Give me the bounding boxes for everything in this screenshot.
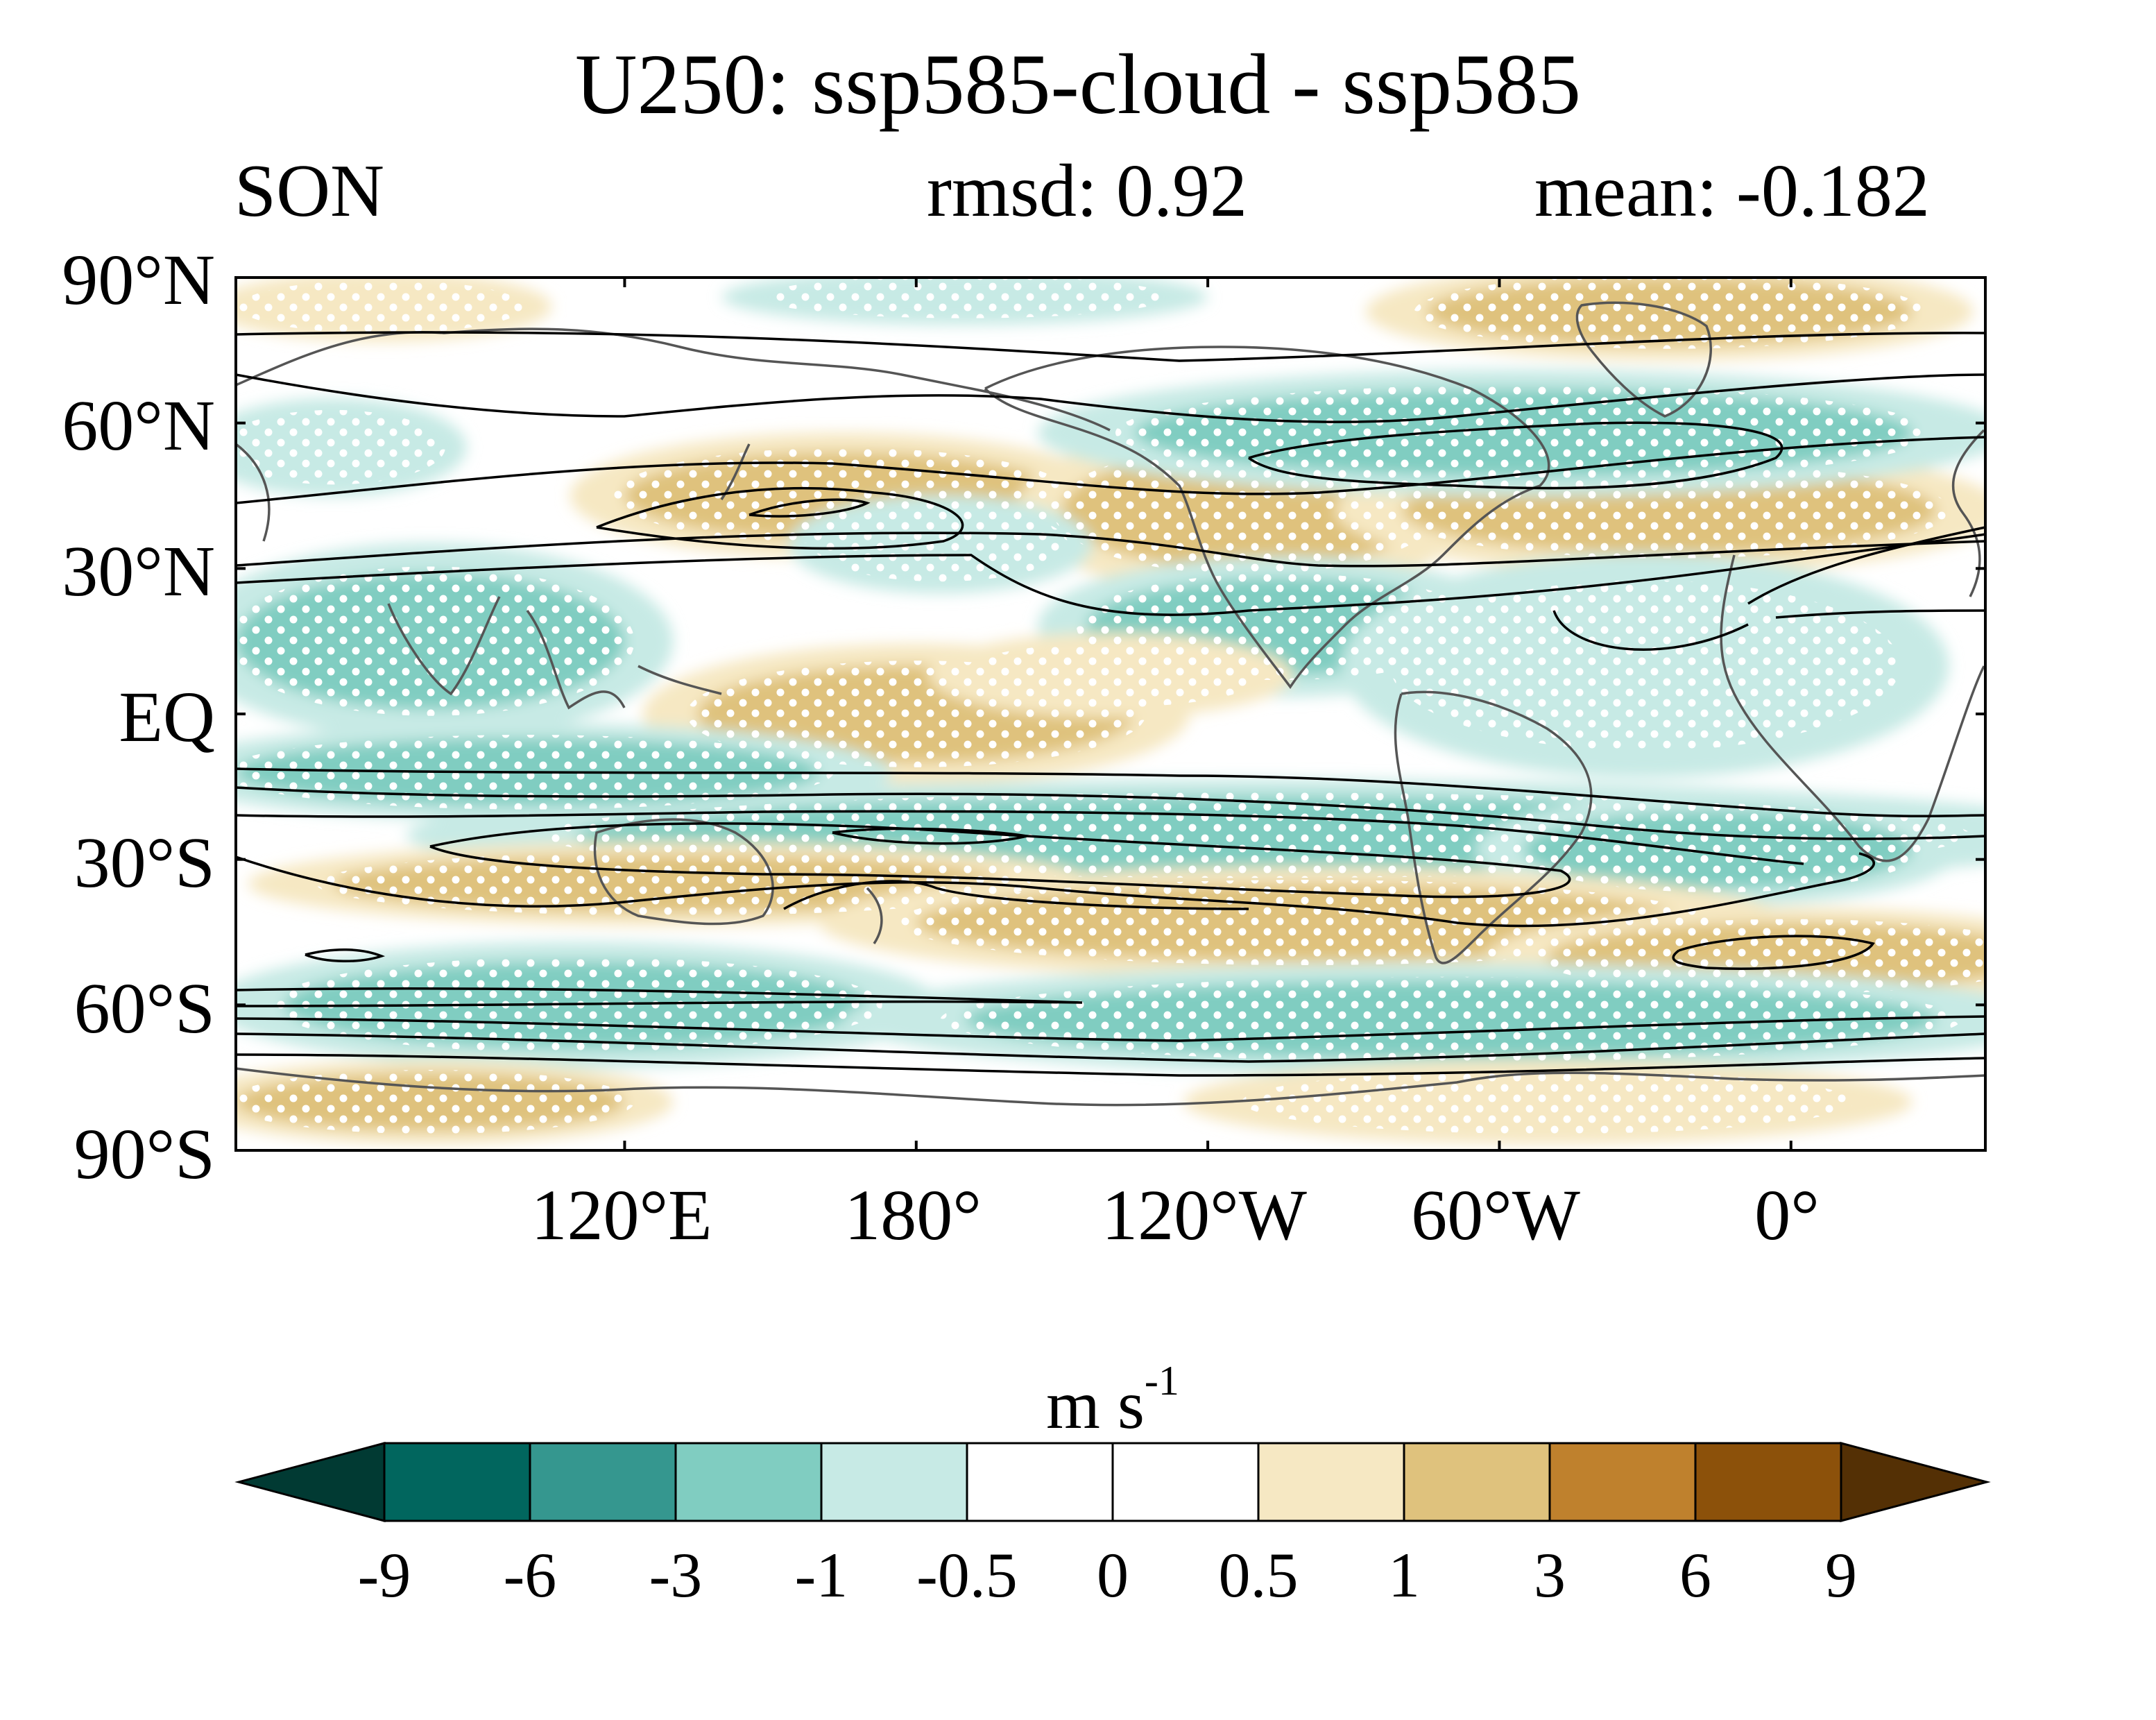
stipple-region [957, 642, 1264, 708]
lat-label-eq: EQ [119, 677, 215, 757]
colorbar-units-base: m s [1046, 1366, 1145, 1443]
stipple-region [760, 278, 1169, 318]
colorbar-tick-label: 9 [1825, 1540, 1857, 1610]
colorbar-segment [529, 1442, 677, 1522]
colorbar-tick-label: -6 [503, 1540, 557, 1610]
axis-ticks [236, 276, 1985, 1152]
colorbar-segment [1694, 1442, 1842, 1522]
stipple-region [1414, 278, 1925, 349]
stipple-region [1242, 1069, 1854, 1134]
colorbar-segment [674, 1442, 823, 1522]
colorbar-units-exponent: -1 [1144, 1358, 1179, 1404]
stipple-region [1052, 446, 1441, 574]
colorbar-segment [1548, 1442, 1697, 1522]
colorbar-tick-label: -9 [357, 1540, 411, 1610]
stipple-region [1115, 384, 1932, 481]
colorbar-tick-label: 0 [1097, 1540, 1129, 1610]
stipple-region [812, 506, 1068, 582]
colorbar-tick-label: -0.5 [916, 1540, 1018, 1610]
lat-label-30s: 30°S [74, 823, 215, 903]
lon-label-120w: 120°W [1102, 1175, 1307, 1255]
lon-label-60w: 60°W [1411, 1175, 1580, 1255]
stipple-region [1389, 580, 1901, 751]
colorbar-tick-label: 3 [1534, 1540, 1566, 1610]
stipple-region [1536, 919, 1985, 994]
lat-label-60n: 60°N [62, 386, 215, 466]
map-plot-area [236, 278, 1985, 1150]
chart-title: U250: ssp585-cloud - ssp585 [574, 37, 1582, 132]
stipple-region [316, 851, 1031, 916]
mean-label: mean: -0.182 [1534, 150, 1930, 232]
stipple-region [239, 280, 525, 334]
colorbar-tick-label: -3 [649, 1540, 703, 1610]
coastlines [236, 301, 1985, 1107]
colorbar [234, 1442, 1991, 1522]
lat-label-60s: 60°S [74, 969, 215, 1048]
colorbar-segment [820, 1442, 968, 1522]
colorbar-tick-label: 1 [1388, 1540, 1420, 1610]
lat-label-90n: 90°N [62, 240, 215, 320]
stipple-region [1389, 462, 1951, 559]
lon-label-0: 0° [1754, 1175, 1820, 1255]
colorbar-tick-label: 0.5 [1218, 1540, 1299, 1610]
colorbar-extend-high [1840, 1442, 1991, 1522]
climatology-contours [236, 331, 1985, 1077]
colorbar-segment [966, 1442, 1114, 1522]
stipple-region [236, 566, 635, 716]
colorbar-segment [1403, 1442, 1551, 1522]
stipple-region [236, 409, 445, 485]
lat-label-30n: 30°N [62, 531, 215, 611]
colorbar-tick-label: -1 [794, 1540, 848, 1610]
colorbar-extend-low [234, 1442, 386, 1522]
colorbar-units: m s-1 [974, 1360, 1251, 1440]
lon-label-180: 180° [844, 1175, 982, 1255]
colorbar-segment [1257, 1442, 1405, 1522]
colorbar-segment [383, 1442, 531, 1522]
season-label: SON [234, 150, 385, 232]
lon-label-120e: 120°E [531, 1175, 712, 1255]
stipple-region [896, 880, 1713, 966]
lat-label-90s: 90°S [74, 1114, 215, 1194]
rmsd-label: rmsd: 0.92 [927, 150, 1248, 232]
colorbar-tick-label: 6 [1679, 1540, 1711, 1610]
colorbar-segment [1111, 1442, 1260, 1522]
stipple-region [236, 1069, 635, 1134]
